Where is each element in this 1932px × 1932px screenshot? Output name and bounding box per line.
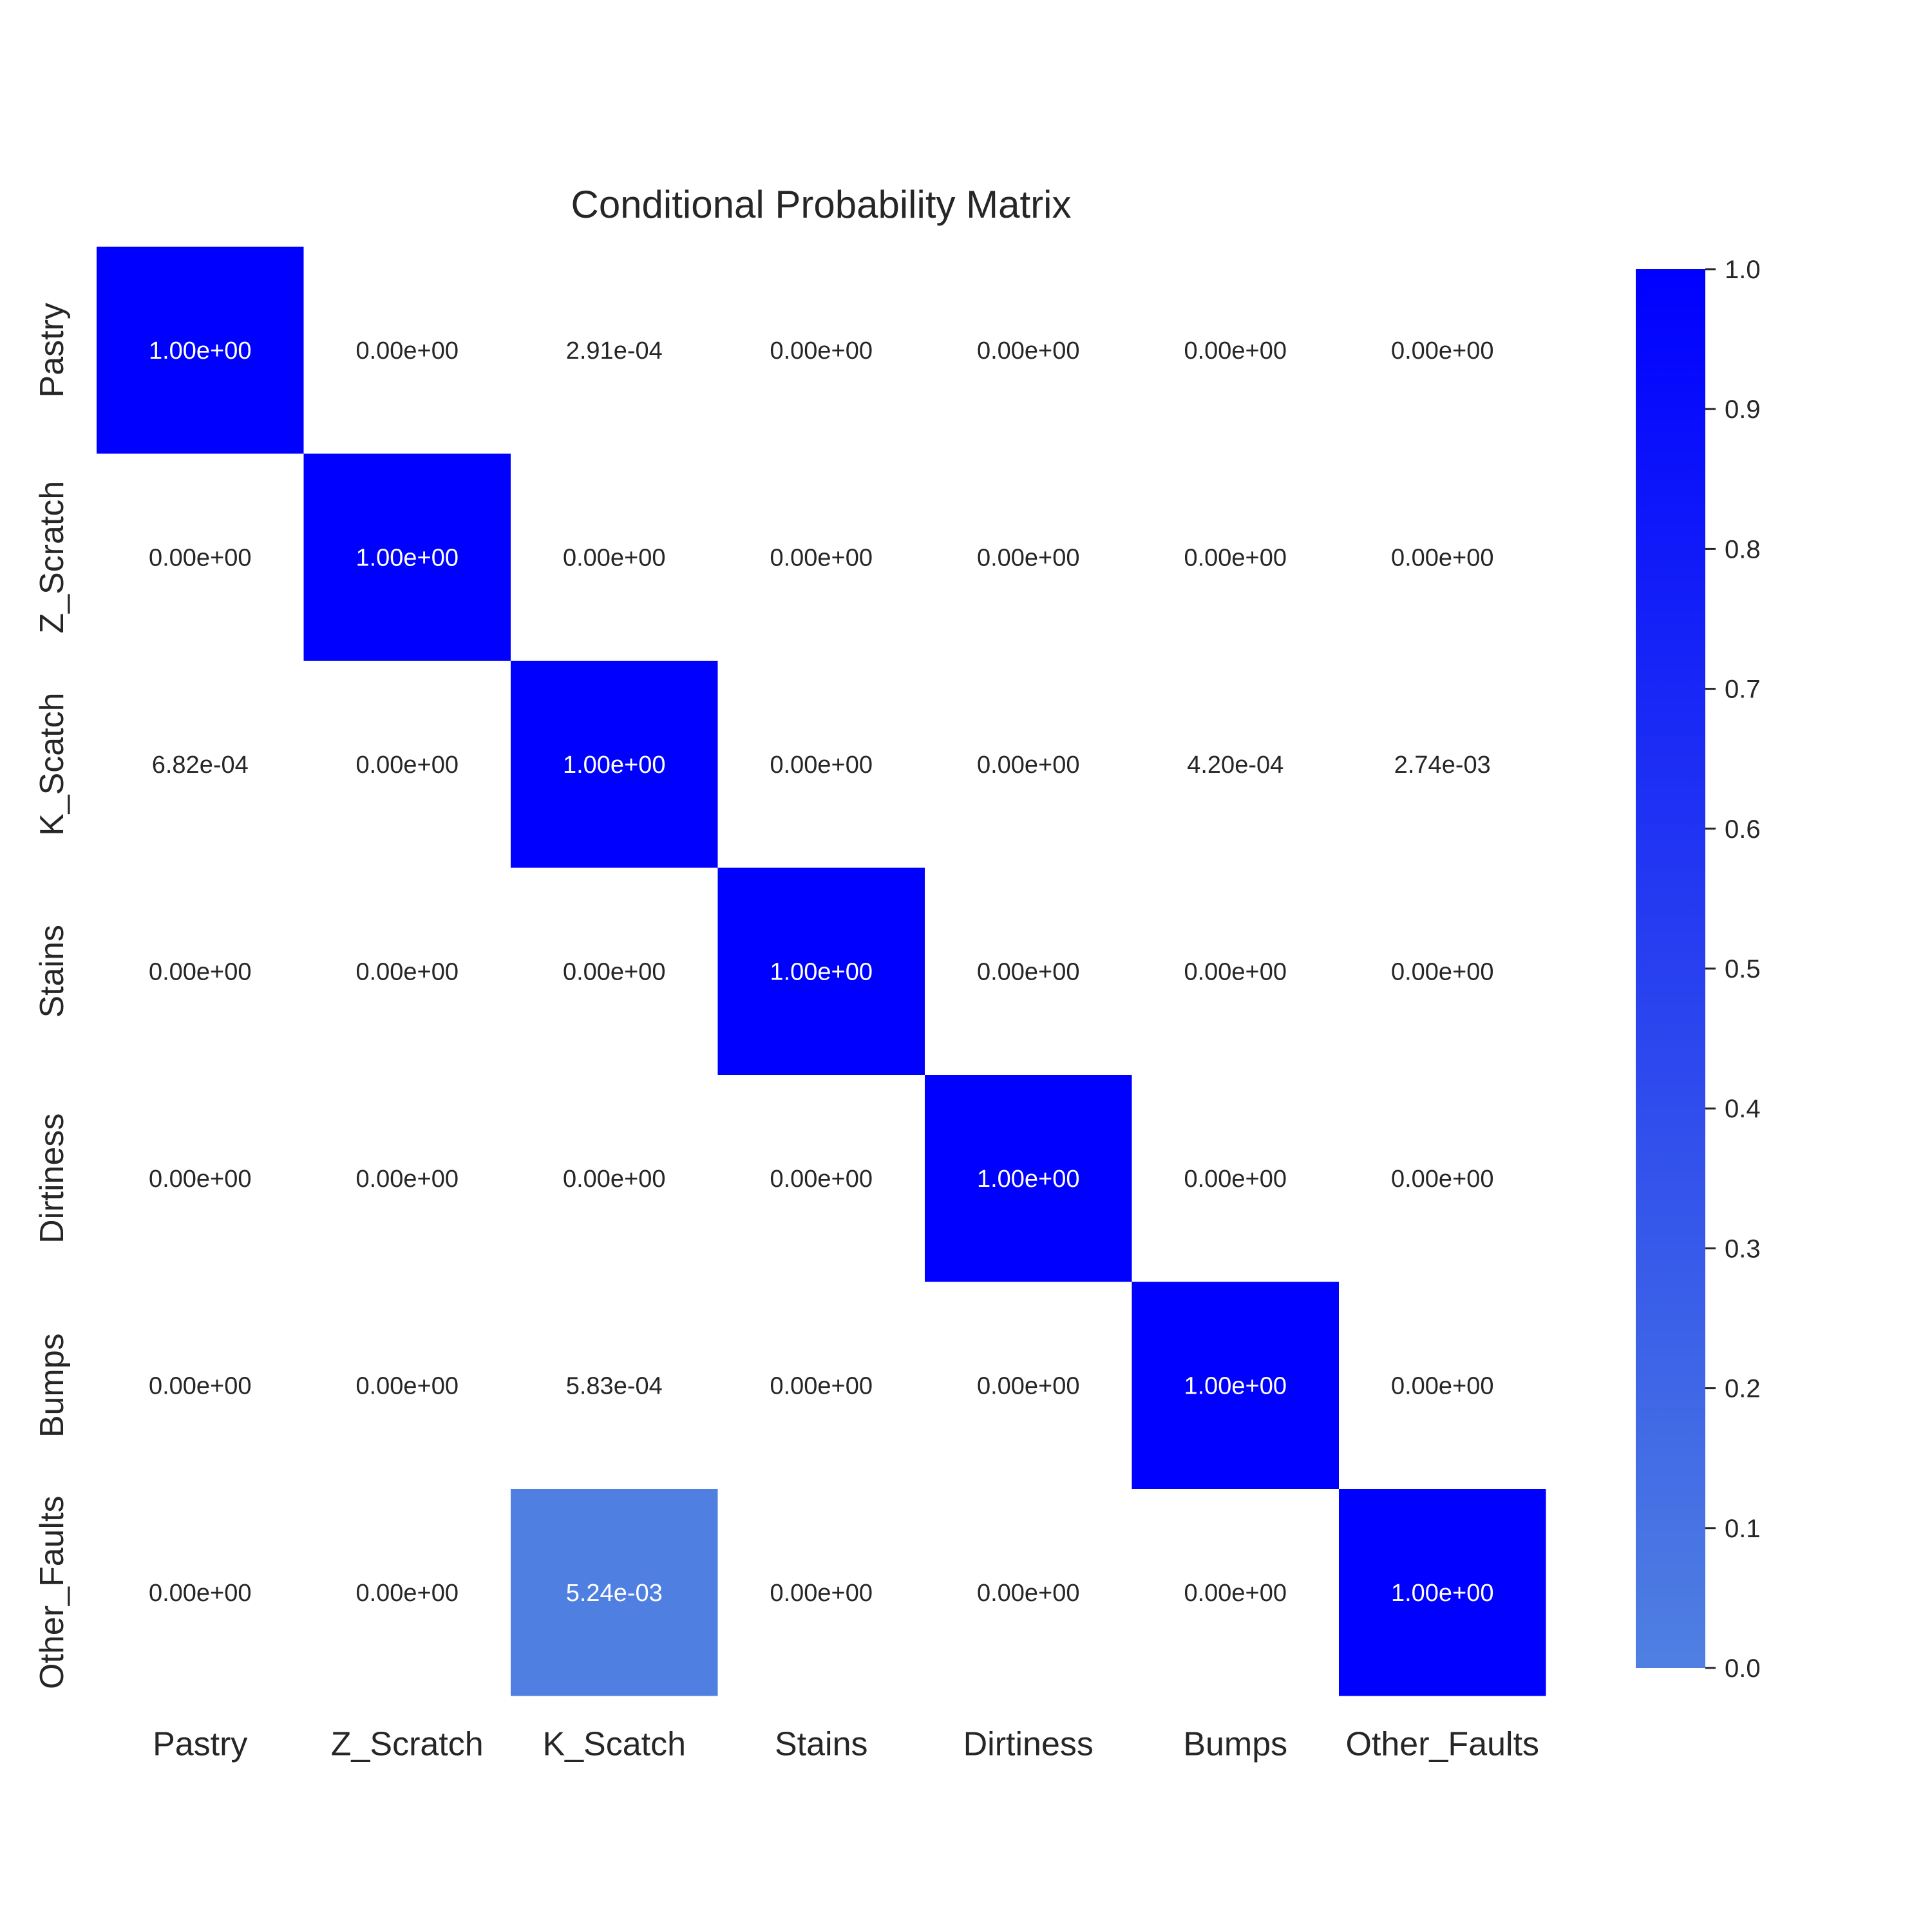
cell-value-label: 0.00e+00 xyxy=(355,752,459,779)
cell-value-label: 0.00e+00 xyxy=(355,958,459,985)
cell-value-label: 2.74e-03 xyxy=(1394,752,1491,779)
cell-value-label: 0.00e+00 xyxy=(1391,1166,1494,1193)
cell-value-label: 0.00e+00 xyxy=(149,958,252,985)
cell-value-label: 5.83e-04 xyxy=(566,1372,663,1399)
cell-value-label: 0.00e+00 xyxy=(149,1580,252,1607)
cell-value-label: 0.00e+00 xyxy=(1184,1166,1287,1193)
cell-value-label: 1.00e+00 xyxy=(149,337,252,365)
colorbar-tick-label: 0.5 xyxy=(1725,955,1761,983)
cell-value-label: 0.00e+00 xyxy=(977,958,1080,985)
colorbar-tick-label: 0.1 xyxy=(1725,1515,1761,1543)
cell-value-label: 0.00e+00 xyxy=(770,1166,873,1193)
heatmap-cell xyxy=(925,1075,1132,1282)
y-tick-label: Z_Scratch xyxy=(33,481,71,634)
cell-value-label: 1.00e+00 xyxy=(355,544,459,571)
heatmap-cell-labels: 1.00e+00 0.00e+00 2.91e-04 0.00e+00 0.00e+00… xyxy=(149,337,1494,1607)
colorbar-tick-label: 0.9 xyxy=(1725,395,1761,424)
x-tick-label: K_Scatch xyxy=(542,1726,686,1763)
cell-value-label: 1.00e+00 xyxy=(1184,1372,1287,1399)
colorbar-gradient xyxy=(1636,269,1705,1668)
cell-value-label: 2.91e-04 xyxy=(566,337,663,365)
chart-title: Conditional Probability Matrix xyxy=(571,183,1071,226)
y-tick-label: Pastry xyxy=(33,303,71,397)
cell-value-label: 0.00e+00 xyxy=(770,337,873,365)
cell-value-label: 0.00e+00 xyxy=(149,544,252,571)
cell-value-label: 0.00e+00 xyxy=(563,958,666,985)
y-tick-label: Other_Faults xyxy=(33,1495,71,1689)
heatmap-cells xyxy=(97,247,1546,1696)
colorbar-tick-label: 1.0 xyxy=(1725,256,1761,284)
cell-value-label: 1.00e+00 xyxy=(977,1166,1080,1193)
x-tick-label: Other_Faults xyxy=(1345,1726,1539,1763)
heatmap-cell xyxy=(303,453,511,661)
cell-value-label: 1.00e+00 xyxy=(563,752,666,779)
cell-value-label: 0.00e+00 xyxy=(1184,544,1287,571)
heatmap-cell xyxy=(97,247,304,454)
cell-value-label: 0.00e+00 xyxy=(1391,958,1494,985)
heatmap-cell xyxy=(1132,1282,1339,1489)
cell-value-label: 0.00e+00 xyxy=(355,1580,459,1607)
colorbar-tick-label: 0.3 xyxy=(1725,1235,1761,1263)
x-tick-label: Bumps xyxy=(1183,1726,1287,1763)
y-axis-tick-labels: Pastry Z_Scratch K_Scatch Stains Dirtiness Bu… xyxy=(33,303,71,1689)
cell-value-label: 0.00e+00 xyxy=(563,544,666,571)
colorbar-tick-label: 0.4 xyxy=(1725,1095,1761,1123)
cell-value-label: 0.00e+00 xyxy=(770,1372,873,1399)
x-tick-label: Z_Scratch xyxy=(331,1726,484,1763)
cell-value-label: 0.00e+00 xyxy=(977,337,1080,365)
x-tick-label: Dirtiness xyxy=(963,1726,1094,1763)
y-tick-label: Bumps xyxy=(33,1333,71,1437)
cell-value-label: 0.00e+00 xyxy=(770,544,873,571)
heatmap-cell xyxy=(511,1489,718,1696)
cell-value-label: 0.00e+00 xyxy=(1391,1372,1494,1399)
cell-value-label: 6.82e-04 xyxy=(152,752,249,779)
cell-value-label: 5.24e-03 xyxy=(566,1580,663,1607)
cell-value-label: 0.00e+00 xyxy=(355,1372,459,1399)
cell-value-label: 0.00e+00 xyxy=(355,1166,459,1193)
cell-value-label: 0.00e+00 xyxy=(149,1166,252,1193)
cell-value-label: 1.00e+00 xyxy=(770,958,873,985)
heatmap-cell xyxy=(717,867,925,1075)
y-tick-label: Dirtiness xyxy=(33,1113,71,1244)
colorbar-tick-label: 0.0 xyxy=(1725,1654,1761,1683)
cell-value-label: 4.20e-04 xyxy=(1187,752,1283,779)
cell-value-label: 0.00e+00 xyxy=(770,752,873,779)
colorbar-tick-label: 0.2 xyxy=(1725,1375,1761,1403)
cell-value-label: 0.00e+00 xyxy=(977,1580,1080,1607)
colorbar-tick-label: 0.7 xyxy=(1725,676,1761,704)
colorbar: 0.0 0.1 0.2 0.3 0.4 0.5 0.6 0.7 0.8 0.9 1.0 xyxy=(1636,256,1761,1683)
cell-value-label: 0.00e+00 xyxy=(563,1166,666,1193)
cell-value-label: 0.00e+00 xyxy=(977,752,1080,779)
colorbar-tick-label: 0.8 xyxy=(1725,535,1761,564)
cell-value-label: 0.00e+00 xyxy=(1391,337,1494,365)
heatmap-cell xyxy=(511,661,718,868)
cell-value-label: 0.00e+00 xyxy=(149,1372,252,1399)
heatmap-cell xyxy=(1339,1489,1546,1696)
cell-value-label: 0.00e+00 xyxy=(1184,958,1287,985)
cell-value-label: 0.00e+00 xyxy=(1391,544,1494,571)
colorbar-tick-label: 0.6 xyxy=(1725,815,1761,844)
y-tick-label: Stains xyxy=(33,925,71,1018)
x-axis-tick-labels: Pastry Z_Scratch K_Scatch Stains Dirtiness Bu… xyxy=(153,1726,1539,1763)
cell-value-label: 1.00e+00 xyxy=(1391,1580,1494,1607)
cell-value-label: 0.00e+00 xyxy=(977,544,1080,571)
cell-value-label: 0.00e+00 xyxy=(770,1580,873,1607)
y-tick-label: K_Scatch xyxy=(33,692,71,836)
x-tick-label: Stains xyxy=(775,1726,868,1763)
cell-value-label: 0.00e+00 xyxy=(1184,337,1287,365)
x-tick-label: Pastry xyxy=(153,1726,247,1763)
colorbar-ticks: 0.0 0.1 0.2 0.3 0.4 0.5 0.6 0.7 0.8 0.9 1.0 xyxy=(1705,256,1761,1683)
cell-value-label: 0.00e+00 xyxy=(355,337,459,365)
cell-value-label: 0.00e+00 xyxy=(977,1372,1080,1399)
cell-value-label: 0.00e+00 xyxy=(1184,1580,1287,1607)
